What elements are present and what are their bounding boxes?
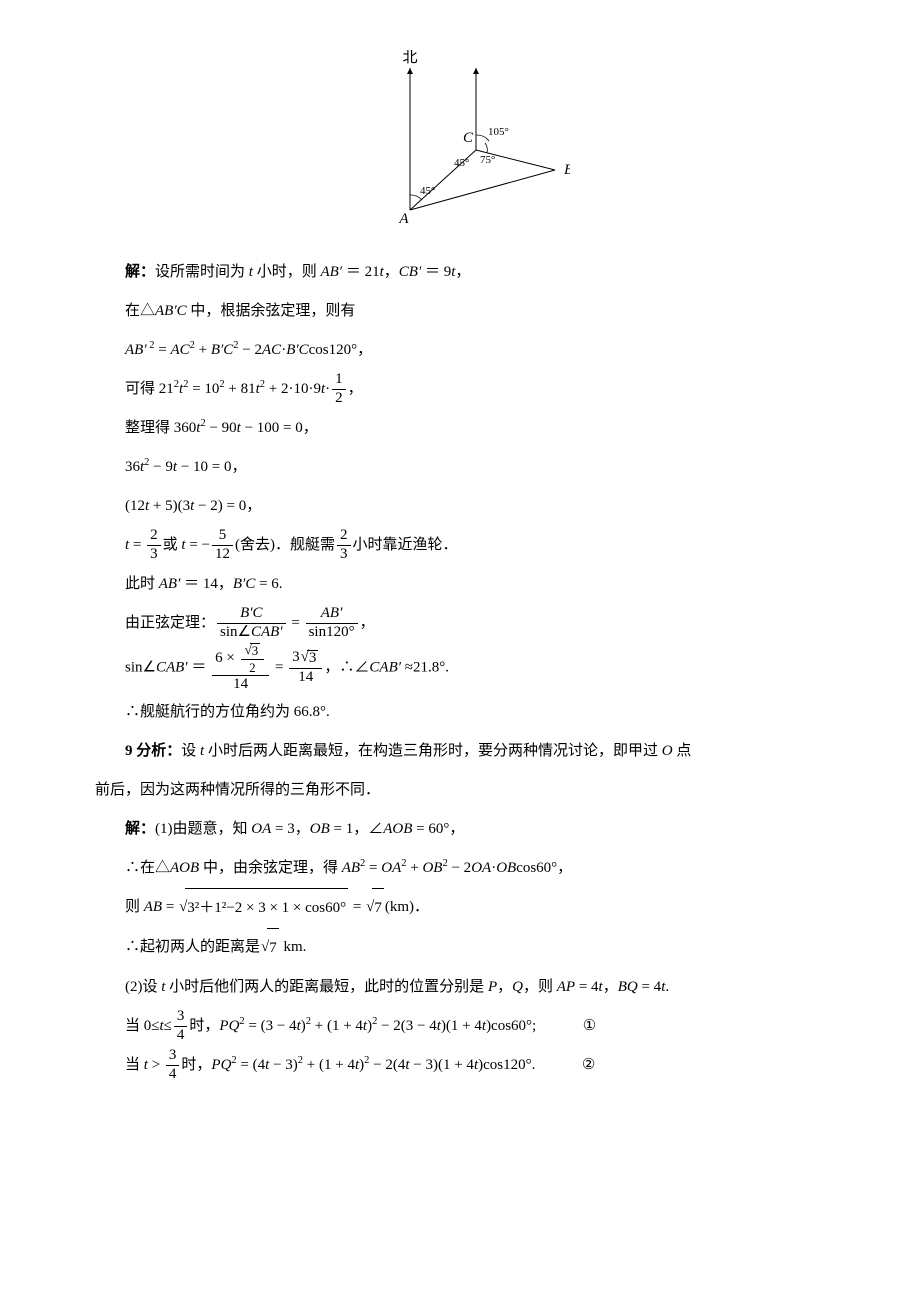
frac-2-3b: 23 <box>337 528 351 563</box>
p8-line5: 整理得 360t2 − 90t − 100 = 0， <box>95 409 825 448</box>
eqnum-1: ① <box>566 1007 596 1046</box>
label-105: 105° <box>488 126 509 138</box>
p8-line7: (12t + 5)(3t − 2) = 0， <box>95 487 825 526</box>
p9-head2: 前后，因为这两种情况所得的三角形不同． <box>95 771 825 810</box>
p8-line11: sin∠CAB′ ＝ 6 × 32 14 = 3314，∴∠CAB′ ≈21.8… <box>95 643 825 693</box>
p8-line10: 由正弦定理：B′Csin∠CAB′ = AB′sin120°， <box>95 604 825 643</box>
north-label: 北 <box>402 50 417 66</box>
eqnum-2: ② <box>565 1046 595 1085</box>
p9-label: 9 分析： <box>125 743 181 759</box>
frac-2-3a: 23 <box>147 528 161 563</box>
p8-line1: 解：设所需时间为 t 小时，则 AB′ ＝ 21t，CB′ ＝ 9t， <box>95 253 825 292</box>
frac-3r3-14: 3314 <box>289 650 322 686</box>
frac-sine1: B′Csin∠CAB′ <box>217 606 286 641</box>
sqrt-7b: 7 <box>261 928 279 968</box>
p9-s3: 则 AB = 3²＋1²−2 × 3 × 1 × cos60° = 7(km)． <box>95 888 825 928</box>
p9-s4: ∴起初两人的距离是7 km. <box>95 928 825 968</box>
p9-s1: 解：(1)由题意，知 OA = 3，OB = 1，∠AOB = 60°， <box>95 810 825 849</box>
p8-line3: AB′ 2 = AC2 + B′C2 − 2AC·B′Ccos120°， <box>95 331 825 370</box>
p9-s7: 当 t > 34时，PQ2 = (4t − 3)2 + (1 + 4t)2 − … <box>95 1046 825 1085</box>
p8-line4: 可得 212t2 = 102 + 81t2 + 2·10·9t·12， <box>95 370 825 409</box>
frac-big: 6 × 32 14 <box>212 643 269 693</box>
frac-1-2: 12 <box>332 372 346 407</box>
frac-3-4b: 34 <box>166 1048 180 1083</box>
page: 北 A C B′ 45° 45° 75° 105° 解：设所需时间为 t 小时，… <box>0 0 920 1302</box>
p9-s6: 当 0≤t≤34时，PQ2 = (3 − 4t)2 + (1 + 4t)2 − … <box>95 1007 825 1046</box>
sol-label: 解： <box>125 264 155 280</box>
p8-line12: ∴舰艇航行的方位角约为 66.8°. <box>95 693 825 732</box>
sqrt-7a: 7 <box>366 888 384 928</box>
frac-5-12: 512 <box>212 528 233 563</box>
diagram-container: 北 A C B′ 45° 45° 75° 105° <box>95 50 825 235</box>
label-75: 75° <box>480 154 495 166</box>
p8-line6: 36t2 − 9t − 10 = 0， <box>95 448 825 487</box>
sqrt-long: 3²＋1²−2 × 3 × 1 × cos60° <box>179 888 348 928</box>
p8-line2: 在△AB′C 中，根据余弦定理，则有 <box>95 292 825 331</box>
p9-s5: (2)设 t 小时后他们两人的距离最短，此时的位置分别是 P，Q，则 AP = … <box>95 968 825 1007</box>
label-A: A <box>398 211 409 227</box>
label-C: C <box>463 130 474 146</box>
frac-3-4a: 34 <box>174 1009 188 1044</box>
label-Bprime: B′ <box>564 162 570 178</box>
label-45-2: 45° <box>454 157 469 169</box>
p9-head1: 9 分析：设 t 小时后两人距离最短，在构造三角形时，要分两种情况讨论，即甲过 … <box>95 732 825 771</box>
p8-line9: 此时 AB′ ＝ 14，B′C = 6. <box>95 565 825 604</box>
label-45-1: 45° <box>420 185 435 197</box>
triangle-diagram: 北 A C B′ 45° 45° 75° 105° <box>350 50 570 230</box>
p9-s2: ∴在△AOB 中，由余弦定理，得 AB2 = OA2 + OB2 − 2OA·O… <box>95 849 825 888</box>
frac-sine2: AB′sin120° <box>306 606 358 641</box>
p8-line8: t = 23或 t = −512(舍去)．舰艇需23小时靠近渔轮． <box>95 526 825 565</box>
